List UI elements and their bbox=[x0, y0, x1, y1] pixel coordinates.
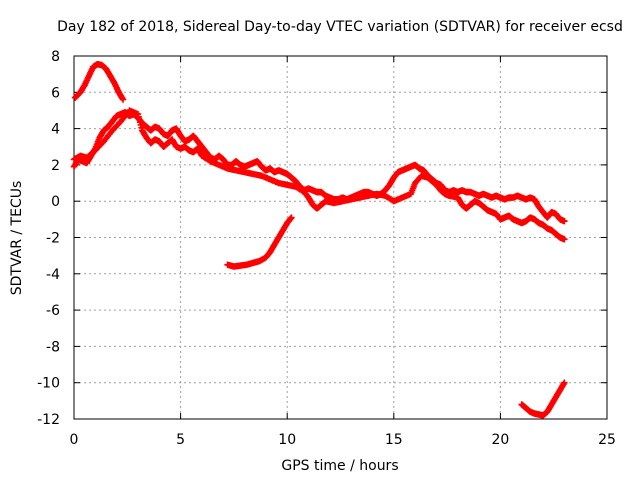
series-main-lower bbox=[70, 107, 568, 243]
y-tick-label: 2 bbox=[51, 158, 60, 174]
data-point bbox=[561, 236, 568, 243]
data-point bbox=[119, 96, 127, 103]
y-tick-label: -4 bbox=[46, 267, 60, 283]
x-tick-label: 5 bbox=[176, 432, 185, 448]
y-tick-label: -10 bbox=[37, 376, 60, 392]
x-axis-label: GPS time / hours bbox=[281, 458, 398, 474]
data-marks bbox=[70, 60, 568, 419]
x-axis-ticks: 0 5 10 15 20 25 bbox=[70, 56, 616, 448]
data-point bbox=[561, 217, 568, 225]
y-tick-label: 8 bbox=[51, 49, 60, 65]
data-point bbox=[561, 379, 568, 386]
y-axis-label: SDTVAR / TECUs bbox=[9, 181, 25, 296]
x-tick-label: 20 bbox=[491, 432, 509, 448]
chart-title: Day 182 of 2018, Sidereal Day-to-day VTE… bbox=[57, 19, 623, 35]
y-tick-label: 0 bbox=[51, 194, 60, 210]
y-tick-label: 4 bbox=[51, 122, 60, 138]
series-arc-late-low bbox=[518, 379, 568, 419]
data-point bbox=[288, 214, 295, 221]
series-arc-mid-low bbox=[224, 214, 295, 270]
series-arc-early-high bbox=[71, 60, 127, 103]
y-tick-label: 6 bbox=[51, 85, 60, 101]
x-tick-label: 10 bbox=[278, 432, 296, 448]
y-axis-ticks: -12 -10 -8 -6 -4 -2 0 2 4 6 8 bbox=[37, 49, 607, 428]
x-tick-label: 0 bbox=[70, 432, 79, 448]
y-tick-label: -12 bbox=[37, 412, 60, 428]
x-tick-label: 25 bbox=[598, 432, 616, 448]
y-tick-label: -2 bbox=[46, 231, 60, 247]
x-tick-label: 15 bbox=[385, 432, 403, 448]
y-tick-label: -6 bbox=[46, 303, 60, 319]
y-tick-label: -8 bbox=[46, 339, 60, 355]
